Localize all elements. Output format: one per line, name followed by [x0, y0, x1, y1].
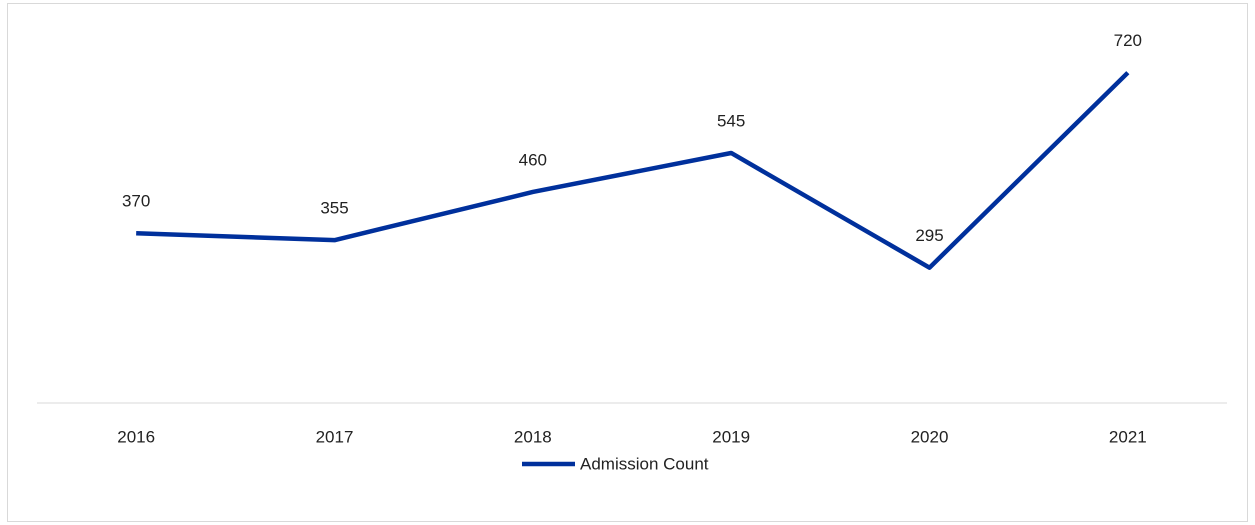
x-tick-label: 2017 — [316, 427, 354, 446]
x-tick-label: 2021 — [1109, 427, 1147, 446]
data-label: 460 — [519, 150, 547, 169]
x-tick-label: 2018 — [514, 427, 552, 446]
x-tick-label: 2019 — [712, 427, 750, 446]
data-label: 355 — [320, 199, 348, 218]
chart-border — [7, 3, 1248, 522]
x-tick-label: 2020 — [911, 427, 949, 446]
data-label: 295 — [915, 226, 943, 245]
data-label: 370 — [122, 192, 150, 211]
data-label: 545 — [717, 111, 745, 130]
x-tick-label: 2016 — [117, 427, 155, 446]
line — [136, 71, 1130, 270]
data-label: 720 — [1114, 31, 1142, 50]
legend-label: Admission Count — [580, 454, 709, 473]
